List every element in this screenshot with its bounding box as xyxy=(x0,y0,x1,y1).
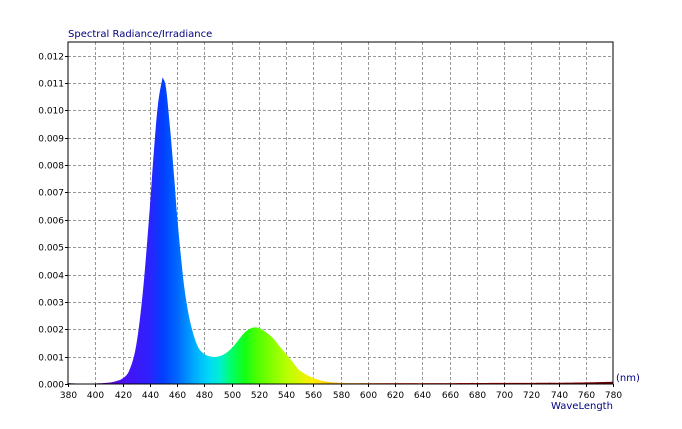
x-tick-label: 480 xyxy=(196,391,213,401)
x-axis: 380 400 420 440 460 480 500 520 540 560 580 600 620 6… xyxy=(60,384,622,401)
x-tick-label: 560 xyxy=(305,391,322,401)
y-tick-label: 0.006 xyxy=(38,217,64,227)
x-tick-label: 460 xyxy=(169,391,186,401)
y-tick-label: 0.005 xyxy=(38,244,64,254)
x-tick-label: 640 xyxy=(414,391,431,401)
x-tick-label: 700 xyxy=(496,391,513,401)
x-tick-label: 540 xyxy=(278,391,295,401)
y-tick-label: 0.011 xyxy=(38,80,64,90)
series-area-group xyxy=(68,77,613,384)
x-tick-label: 720 xyxy=(523,391,540,401)
x-tick-label: 440 xyxy=(142,391,159,401)
y-tick-label: 0.003 xyxy=(38,299,64,309)
x-tick-label: 380 xyxy=(60,391,77,401)
y-tick-label: 0.008 xyxy=(38,162,64,172)
y-tick-label: 0.004 xyxy=(38,272,64,282)
y-axis: 0.000 0.001 0.002 0.003 0.004 0.005 0.006 0.007… xyxy=(38,53,68,391)
x-tick-label: 580 xyxy=(333,391,350,401)
y-tick-label: 0.009 xyxy=(38,135,64,145)
y-tick-label: 0.010 xyxy=(38,107,64,117)
x-axis-unit: (nm) xyxy=(616,373,640,384)
x-axis-label: WaveLength xyxy=(551,401,613,412)
y-tick-label: 0.012 xyxy=(38,53,64,63)
y-tick-label: 0.001 xyxy=(38,354,64,364)
x-tick-label: 620 xyxy=(387,391,404,401)
x-tick-label: 780 xyxy=(605,391,622,401)
chart-title: Spectral Radiance/Irradiance xyxy=(68,29,213,40)
x-tick-label: 740 xyxy=(551,391,568,401)
x-tick-label: 660 xyxy=(442,391,459,401)
y-tick-label: 0.002 xyxy=(38,326,64,336)
x-tick-label: 760 xyxy=(578,391,595,401)
x-tick-label: 520 xyxy=(251,391,268,401)
x-tick-label: 420 xyxy=(115,391,132,401)
x-tick-label: 500 xyxy=(224,391,241,401)
x-tick-label: 400 xyxy=(87,391,104,401)
x-tick-label: 600 xyxy=(360,391,377,401)
x-tick-label: 680 xyxy=(469,391,486,401)
y-tick-label: 0.007 xyxy=(38,189,64,199)
spectrum-area xyxy=(68,77,613,384)
y-tick-label: 0.000 xyxy=(38,381,64,391)
plot-frame xyxy=(67,41,614,385)
